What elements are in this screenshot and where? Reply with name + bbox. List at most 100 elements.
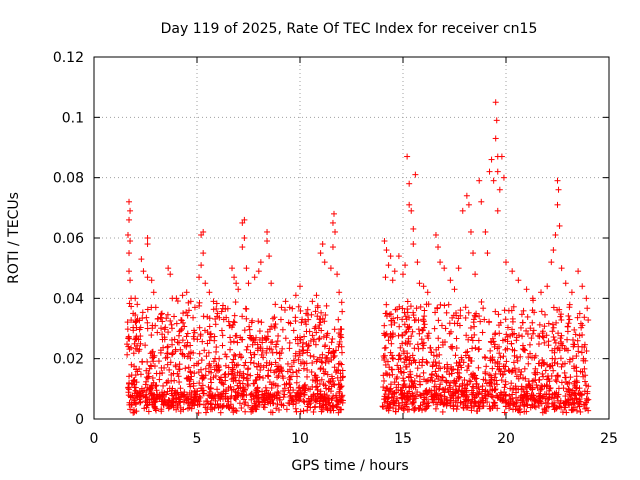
data-point <box>309 298 316 305</box>
data-point <box>168 377 175 384</box>
data-point <box>508 340 515 347</box>
data-point <box>564 336 571 343</box>
data-point <box>292 350 299 357</box>
data-point <box>576 403 583 410</box>
data-point <box>229 359 236 366</box>
data-point <box>338 349 345 356</box>
data-point <box>168 390 175 397</box>
data-point <box>501 409 508 416</box>
data-point <box>296 397 303 404</box>
data-point <box>144 274 151 281</box>
data-point <box>165 405 172 412</box>
data-point <box>487 379 494 386</box>
data-point <box>394 314 401 321</box>
y-tick-label: 0.02 <box>53 352 84 368</box>
data-point <box>298 360 305 367</box>
data-point <box>437 381 444 388</box>
data-point <box>574 400 581 407</box>
data-point <box>527 325 534 332</box>
data-point <box>519 319 526 326</box>
data-point <box>216 314 223 321</box>
data-point <box>328 373 335 380</box>
data-point <box>267 339 274 346</box>
data-point <box>544 283 551 290</box>
data-point <box>394 306 401 313</box>
data-point <box>243 305 250 312</box>
data-point <box>174 370 181 377</box>
data-point <box>144 306 151 313</box>
data-point <box>475 364 482 371</box>
data-point <box>465 201 472 208</box>
data-point <box>305 342 312 349</box>
data-point <box>420 339 427 346</box>
data-point <box>248 319 255 326</box>
data-point <box>222 362 229 369</box>
data-point <box>520 374 527 381</box>
data-point <box>486 380 493 387</box>
data-point <box>572 331 579 338</box>
data-point <box>313 396 320 403</box>
data-point <box>126 380 133 387</box>
data-point <box>524 313 531 320</box>
data-point <box>243 346 250 353</box>
data-point <box>325 349 332 356</box>
data-point <box>191 362 198 369</box>
data-point <box>143 388 150 395</box>
data-point <box>456 374 463 381</box>
data-point <box>254 384 261 391</box>
data-point <box>208 404 215 411</box>
data-point <box>200 228 207 235</box>
data-point <box>496 186 503 193</box>
data-point <box>566 356 573 363</box>
data-point <box>555 397 562 404</box>
data-point <box>226 322 233 329</box>
data-point <box>489 335 496 342</box>
data-point <box>292 314 299 321</box>
data-point <box>161 364 168 371</box>
data-point <box>131 381 138 388</box>
data-point <box>185 364 192 371</box>
data-point <box>441 265 448 272</box>
data-point <box>447 399 454 406</box>
data-point <box>235 385 242 392</box>
data-point <box>491 374 498 381</box>
data-point <box>154 315 161 322</box>
data-point <box>472 271 479 278</box>
data-point <box>440 401 447 408</box>
data-point <box>428 349 435 356</box>
data-point <box>273 392 280 399</box>
data-point <box>561 404 568 411</box>
data-point <box>476 177 483 184</box>
data-point <box>279 345 286 352</box>
data-point <box>410 383 417 390</box>
y-tick-label: 0.08 <box>53 171 84 187</box>
data-point <box>178 316 185 323</box>
data-point <box>500 363 507 370</box>
data-point <box>497 354 504 361</box>
data-point <box>190 383 197 390</box>
x-tick-label: 20 <box>497 431 515 447</box>
data-point <box>427 344 434 351</box>
data-point <box>126 198 133 205</box>
data-point <box>414 259 421 266</box>
data-point <box>159 318 166 325</box>
data-point <box>196 401 203 408</box>
data-point <box>333 367 340 374</box>
data-point <box>140 391 147 398</box>
data-point <box>243 392 250 399</box>
data-point <box>313 377 320 384</box>
data-point <box>335 409 342 416</box>
data-point <box>179 351 186 358</box>
data-point <box>463 332 470 339</box>
data-point <box>423 301 430 308</box>
data-point <box>241 362 248 369</box>
data-point <box>125 384 132 391</box>
data-point <box>127 406 134 413</box>
data-point <box>274 338 281 345</box>
data-point <box>424 289 431 296</box>
data-point <box>476 313 483 320</box>
data-point <box>273 349 280 356</box>
data-point <box>546 385 553 392</box>
data-point <box>202 280 209 287</box>
